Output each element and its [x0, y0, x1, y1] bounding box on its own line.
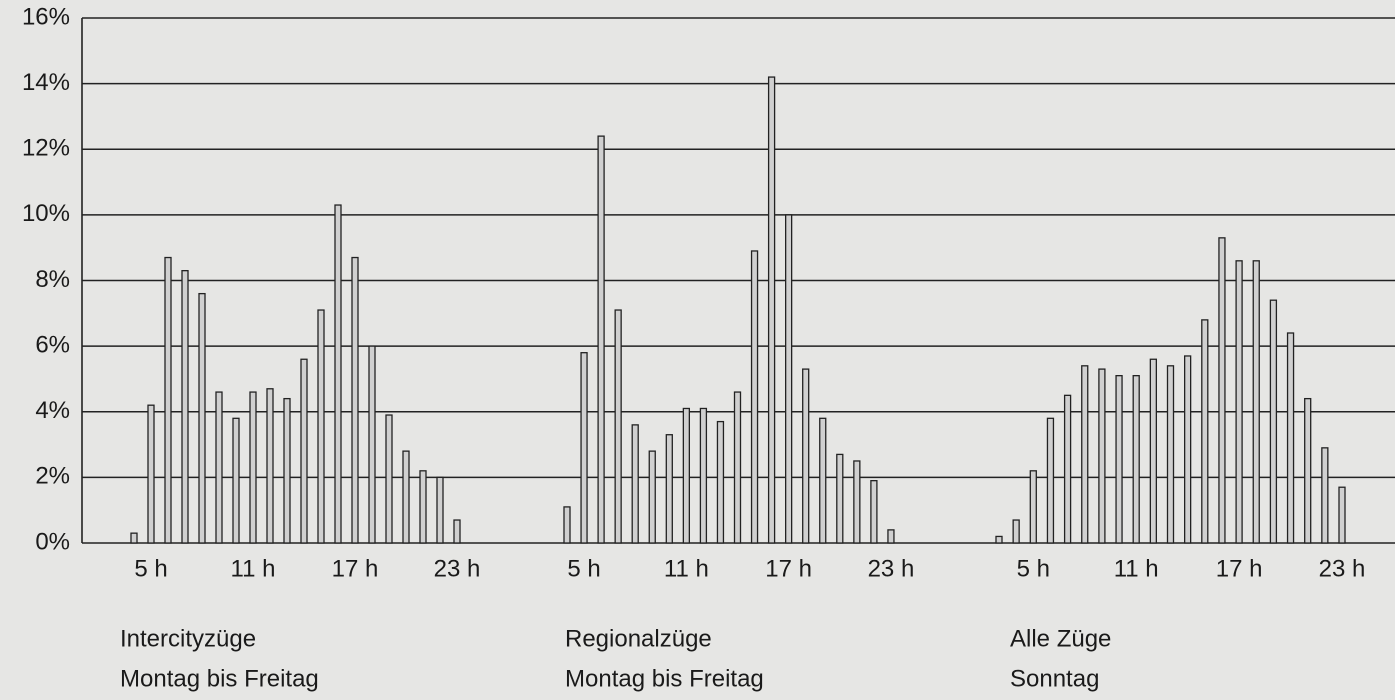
x-tick-label: 11 h: [231, 555, 276, 582]
bar: [385, 414, 393, 544]
x-tick-label: 5 h: [567, 555, 600, 582]
bar: [802, 368, 810, 544]
caption: Alle Züge: [1010, 625, 1111, 652]
x-tick-label: 23 h: [1319, 555, 1366, 582]
bar: [1149, 358, 1157, 544]
bar: [870, 480, 878, 544]
bar: [1012, 519, 1020, 544]
bar: [402, 450, 410, 544]
bar: [1063, 394, 1072, 544]
bar: [1235, 260, 1243, 544]
caption: Montag bis Freitag: [120, 665, 319, 692]
y-tick-label: 12%: [22, 135, 70, 162]
bar: [1201, 319, 1209, 544]
x-tick-label: 23 h: [434, 555, 481, 582]
x-tick-label: 11 h: [1114, 555, 1159, 582]
bar: [614, 309, 622, 544]
bar: [368, 345, 376, 544]
x-tick-label: 17 h: [332, 555, 379, 582]
caption: Regionalzüge: [565, 625, 712, 652]
bar: [767, 76, 776, 544]
bar: [215, 391, 223, 544]
bar: [1304, 397, 1312, 544]
y-tick-label: 2%: [35, 463, 70, 490]
bar: [836, 453, 844, 544]
bar: [597, 135, 605, 544]
bar: [1046, 417, 1055, 544]
y-tick-label: 4%: [35, 397, 70, 424]
bar: [351, 256, 359, 544]
y-tick-label: 16%: [22, 3, 70, 30]
bar: [266, 388, 274, 544]
bar: [147, 404, 155, 544]
bar: [1286, 332, 1295, 544]
bar: [1218, 237, 1226, 544]
bar: [181, 270, 189, 544]
y-tick-label: 0%: [35, 528, 70, 555]
bar: [1081, 365, 1089, 544]
bar: [1321, 447, 1329, 544]
bar: [563, 506, 571, 544]
y-tick-label: 6%: [35, 331, 70, 358]
bar: [665, 434, 673, 544]
x-tick-label: 5 h: [134, 555, 167, 582]
y-tick-label: 10%: [22, 200, 70, 227]
bar: [648, 450, 656, 544]
bar: [1115, 375, 1123, 544]
caption: Intercityzüge: [120, 625, 256, 652]
bar: [1338, 486, 1346, 544]
bar: [334, 204, 342, 544]
bar: [300, 358, 308, 544]
bar: [785, 214, 793, 544]
bar: [1184, 355, 1192, 544]
bar: [580, 352, 588, 544]
bar: [232, 417, 240, 544]
bar: [249, 391, 257, 544]
x-tick-label: 23 h: [868, 555, 915, 582]
caption: Sonntag: [1010, 665, 1099, 692]
bar: [733, 391, 742, 544]
bar: [198, 292, 206, 544]
y-tick-label: 8%: [35, 266, 70, 293]
bar: [750, 250, 759, 544]
bar: [682, 407, 690, 544]
bar: [419, 470, 427, 544]
x-tick-label: 5 h: [1017, 555, 1050, 582]
bar: [317, 309, 325, 544]
bar: [1132, 375, 1140, 544]
bar: [164, 256, 172, 544]
y-tick-label: 14%: [22, 69, 70, 96]
bar: [716, 420, 725, 544]
bar: [1252, 260, 1260, 544]
caption: Montag bis Freitag: [565, 665, 764, 692]
bar: [1098, 368, 1106, 544]
bar: [819, 417, 827, 544]
x-tick-label: 17 h: [1216, 555, 1263, 582]
bar: [130, 532, 138, 544]
bar: [436, 476, 444, 544]
bar: [631, 424, 639, 544]
x-tick-label: 17 h: [765, 555, 812, 582]
bar: [699, 407, 708, 544]
bar: [1029, 470, 1037, 544]
bar: [887, 529, 895, 544]
bar: [995, 535, 1003, 544]
bar: [853, 460, 861, 544]
bar: [453, 519, 461, 544]
bar: [1166, 365, 1175, 544]
bar: [1269, 299, 1278, 544]
x-tick-label: 11 h: [664, 555, 709, 582]
bar: [283, 397, 291, 544]
